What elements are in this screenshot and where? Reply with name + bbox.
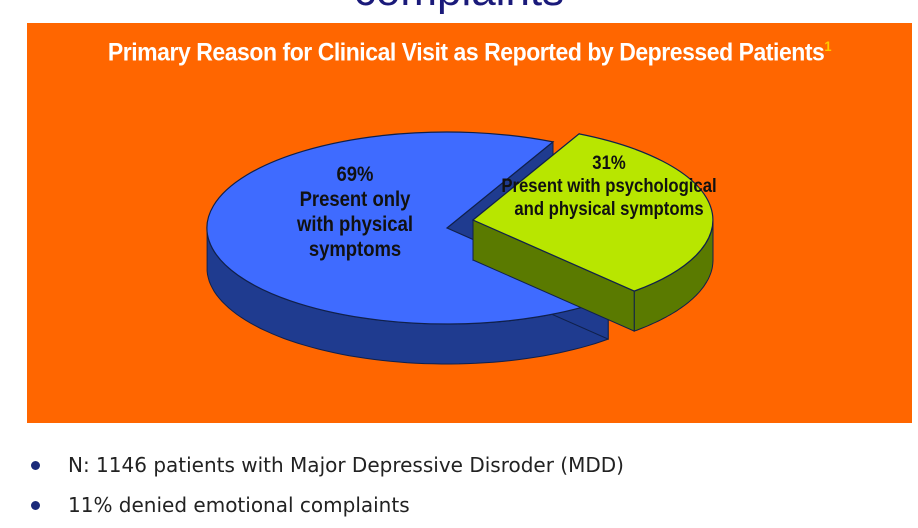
bullet-item: N: 1146 patients with Major Depressive D… xyxy=(0,448,918,488)
chart-title: Primary Reason for Clinical Visit as Rep… xyxy=(62,38,876,67)
bullet-list: N: 1146 patients with Major Depressive D… xyxy=(0,448,918,528)
chart-title-footnote: 1 xyxy=(824,38,832,54)
bullet-dot-icon xyxy=(31,461,40,470)
bullet-text: N: 1146 patients with Major Depressive D… xyxy=(68,453,624,477)
slice-text-label: and physical symptoms xyxy=(514,198,703,219)
slice-text-label: Present with psychological xyxy=(501,175,716,196)
pie-slice xyxy=(471,133,714,292)
slice-text-label: symptoms xyxy=(309,238,401,261)
chart-panel: Primary Reason for Clinical Visit as Rep… xyxy=(27,23,912,423)
slide-title: complaints xyxy=(0,0,918,16)
slice-text-label: Present only xyxy=(300,188,411,211)
slice-percent-label: 69% xyxy=(337,163,374,186)
bullet-dot-icon xyxy=(31,501,40,510)
slice-percent-label: 31% xyxy=(592,152,626,173)
pie-slice xyxy=(206,131,610,325)
slice-text-label: with physical xyxy=(296,213,413,236)
bullet-text: 11% denied emotional complaints xyxy=(68,493,410,517)
chart-title-text: Primary Reason for Clinical Visit as Rep… xyxy=(107,38,825,67)
bullet-item: 11% denied emotional complaints xyxy=(0,488,918,528)
